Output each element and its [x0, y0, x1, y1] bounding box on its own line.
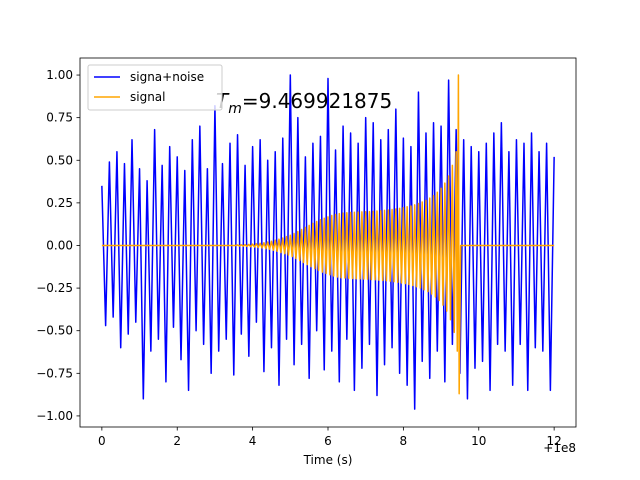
y-tick-label: −0.75 — [36, 366, 73, 380]
series-line — [101, 74, 555, 410]
annotation: Tm=9.469921875 — [216, 89, 392, 117]
x-offset-label: +1e8 — [543, 441, 576, 455]
y-tick-label: 0.00 — [46, 238, 73, 252]
x-tick-label: 6 — [324, 434, 332, 448]
y-tick-label: 0.25 — [46, 196, 73, 210]
y-tick-label: 0.50 — [46, 153, 73, 167]
plot-area — [101, 74, 555, 410]
annotation-text: =9.469921875 — [242, 89, 392, 113]
x-axis-label: Time (s) — [303, 453, 353, 467]
y-tick-label: 0.75 — [46, 111, 73, 125]
y-tick-label: −0.25 — [36, 281, 73, 295]
x-tick-label: 8 — [400, 434, 408, 448]
x-tick-label: 0 — [98, 434, 106, 448]
annotation-subscript: m — [228, 101, 242, 117]
y-tick-label: 1.00 — [46, 68, 73, 82]
series-line — [101, 74, 555, 395]
legend-box — [87, 64, 223, 111]
legend-label: signa+noise — [130, 70, 204, 84]
x-tick-label: 4 — [249, 434, 257, 448]
x-tick-label: 10 — [471, 434, 486, 448]
x-tick-label: 12 — [546, 434, 561, 448]
y-tick-label: −1.00 — [36, 409, 73, 423]
x-tick-label: 2 — [173, 434, 181, 448]
y-tick-label: −0.50 — [36, 324, 73, 338]
legend-label: signal — [130, 90, 166, 104]
